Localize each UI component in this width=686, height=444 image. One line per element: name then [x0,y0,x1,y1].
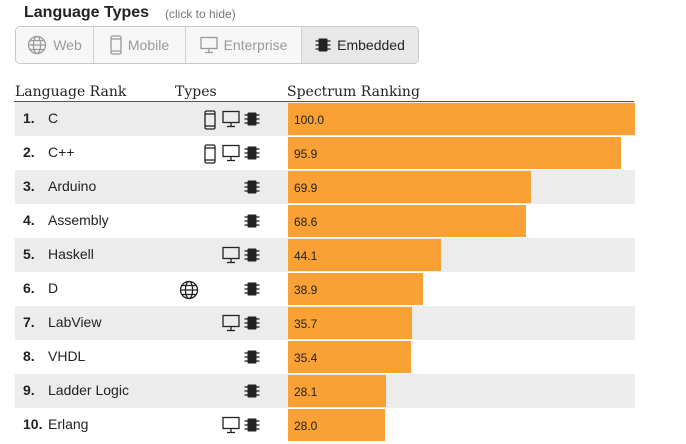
spectrum-ranking-bar [288,171,531,203]
filter-enterprise-label: Enterprise [223,37,288,53]
filter-mobile-label: Mobile [127,37,170,53]
mobile-phone-icon [204,144,222,164]
desktop-monitor-icon [222,314,240,332]
filter-web-button[interactable]: Web [16,27,94,63]
desktop-monitor-icon [222,110,240,128]
filter-web-label: Web [53,37,82,53]
rank-number: 2. [23,144,35,160]
globe-icon [179,280,199,300]
spectrum-ranking-value: 69.9 [294,181,318,195]
spectrum-ranking-bar [288,375,386,407]
chip-icon [244,382,262,400]
filter-mobile-button[interactable]: Mobile [94,27,186,63]
table-row[interactable]: 5. Haskell 44.1 [15,238,635,272]
rank-number: 5. [23,246,35,262]
desktop-monitor-icon [222,416,240,434]
rank-number: 8. [23,348,35,364]
spectrum-ranking-bar [288,103,635,135]
spectrum-ranking-bar [288,409,386,441]
chip-icon [244,348,262,366]
table-row[interactable]: 2. C++ 95.9 [15,136,635,170]
spectrum-ranking-value: 38.9 [294,283,318,297]
chip-icon [244,280,262,298]
table-row[interactable]: 8. VHDL 35.4 [15,340,635,374]
table-row[interactable]: 4. Assembly 68.6 [15,204,635,238]
mobile-phone-icon [204,110,222,130]
filter-embedded-label: Embedded [337,37,405,53]
column-header-types: Types [175,84,217,100]
rank-number: 7. [23,314,35,330]
spectrum-ranking-value: 68.6 [294,215,318,229]
filter-embedded-button[interactable]: Embedded [302,27,418,63]
chip-icon [244,144,262,162]
spectrum-ranking-value: 95.9 [294,147,318,161]
table-row[interactable]: 10. Erlang 28.0 [15,408,635,442]
table-row[interactable]: 1. C 100.0 [15,102,635,136]
rank-number: 4. [23,212,35,228]
language-types-title: Language Types [24,4,150,21]
chip-icon [244,314,262,332]
chip-icon [244,416,262,434]
table-row[interactable]: 3. Arduino 69.9 [15,170,635,204]
language-name: Haskell [48,246,94,262]
chip-icon [244,246,262,264]
rank-number: 3. [23,178,35,194]
language-type-filter-bar: Web Mobile Enterprise Embedded [15,26,419,64]
language-name: C++ [48,144,75,160]
column-header-language-rank[interactable]: Language Rank [15,84,127,100]
rank-number: 10. [23,416,43,432]
column-header-spectrum-ranking[interactable]: Spectrum Ranking [287,84,420,100]
click-to-hide-hint[interactable]: (click to hide) [165,7,236,21]
spectrum-ranking-value: 35.4 [294,351,318,365]
chip-icon [244,110,262,128]
spectrum-ranking-value: 100.0 [294,113,325,127]
desktop-monitor-icon [222,144,240,162]
spectrum-ranking-bar [288,273,423,305]
header-divider [14,101,634,102]
language-name: Erlang [48,416,89,432]
spectrum-ranking-bar [288,205,527,237]
chip-icon [315,36,331,54]
language-name: Assembly [48,212,109,228]
spectrum-ranking-value: 44.1 [294,249,318,263]
filter-enterprise-button[interactable]: Enterprise [186,27,302,63]
rank-number: 1. [23,110,35,126]
spectrum-ranking-bar [288,341,411,373]
spectrum-ranking-value: 28.1 [294,385,318,399]
table-row[interactable]: 9. Ladder Logic 28.1 [15,374,635,408]
language-name: D [48,280,59,296]
spectrum-ranking-value: 35.7 [294,317,318,331]
spectrum-ranking-bar [288,137,621,169]
language-name: C [48,110,59,126]
table-row[interactable]: 6. D 38.9 [15,272,635,306]
spectrum-ranking-bar [288,307,412,339]
language-name: Ladder Logic [48,382,129,398]
chip-icon [244,212,262,230]
language-name: VHDL [48,348,86,364]
spectrum-ranking-bar [288,239,442,271]
table-row[interactable]: 7. LabView 35.7 [15,306,635,340]
desktop-monitor-icon [199,36,218,54]
rank-number: 9. [23,382,35,398]
chip-icon [244,178,262,196]
rank-number: 6. [23,280,35,296]
desktop-monitor-icon [222,246,240,264]
mobile-phone-icon [110,35,122,55]
language-name: LabView [48,314,102,330]
language-name: Arduino [48,178,97,194]
globe-icon [27,35,47,55]
spectrum-ranking-value: 28.0 [294,419,318,433]
